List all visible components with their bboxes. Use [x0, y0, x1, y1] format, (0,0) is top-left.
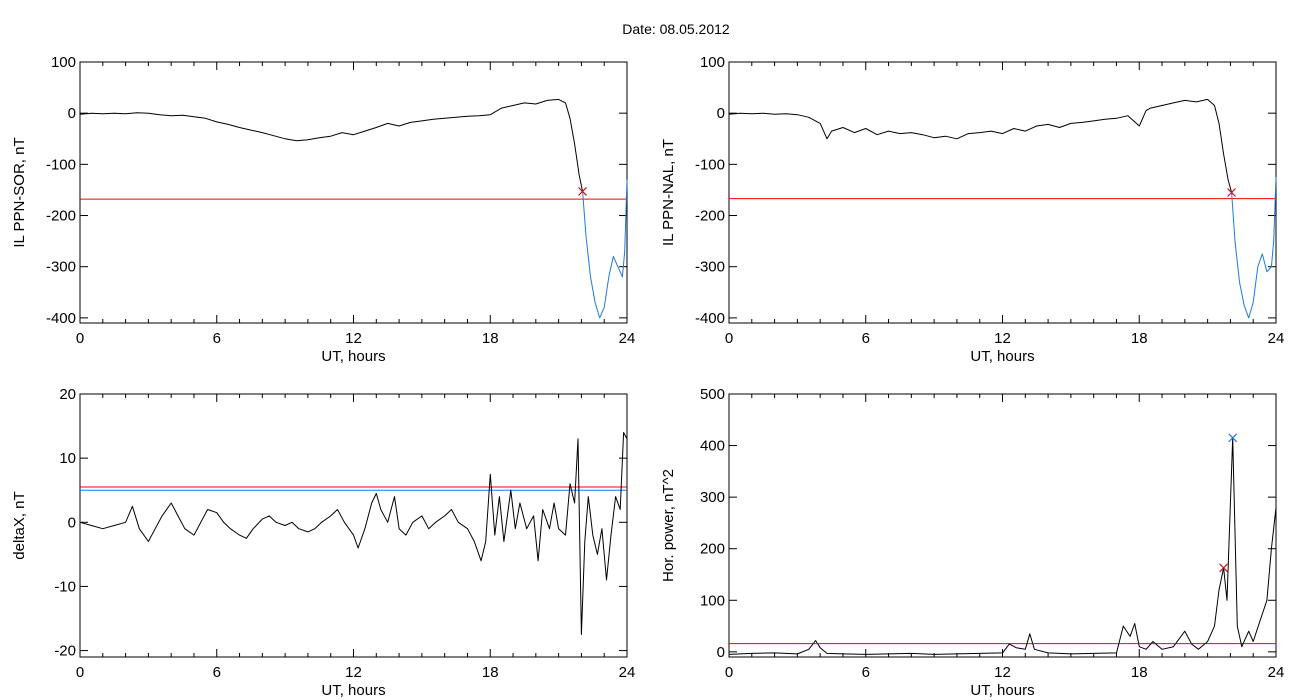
x-axis-label: UT, hours [970, 682, 1034, 699]
y-tick-label: 300 [700, 489, 725, 506]
x-tick-label: 12 [345, 664, 362, 681]
y-tick-label: -400 [46, 310, 76, 327]
x-tick-label: 6 [213, 330, 221, 347]
x-tick-label: 18 [482, 330, 499, 347]
y-tick-label: 10 [59, 450, 76, 467]
x-tick-label: 18 [1131, 664, 1148, 681]
marker-x [1227, 188, 1236, 197]
y-tick-label: 0 [68, 514, 76, 531]
y-tick-label: 20 [59, 386, 76, 403]
x-tick-label: 12 [345, 330, 362, 347]
x-tick-label: 12 [994, 664, 1011, 681]
panel-hor-power: 0 6 12 18 24 500 400 300 200 100 0 UT, hours Hor. po… [660, 386, 1284, 699]
x-tick-label: 0 [725, 664, 733, 681]
x-tick-label: 6 [862, 330, 870, 347]
x-tick-label: 6 [862, 664, 870, 681]
series-line-main [79, 98, 584, 192]
series-line-main [79, 432, 628, 635]
series-line-main [728, 437, 1277, 655]
marker-x [578, 187, 587, 196]
series-line-storm [1231, 177, 1277, 319]
x-tick-label: 18 [482, 664, 499, 681]
y-axis-label: deltaX, nT [11, 491, 28, 559]
x-tick-label: 12 [994, 330, 1011, 347]
y-tick-label: -200 [695, 208, 725, 225]
x-tick-label: 24 [619, 330, 636, 347]
y-tick-label: 100 [700, 592, 725, 609]
x-tick-label: 24 [1268, 664, 1285, 681]
plot-frame [728, 393, 1277, 658]
y-tick-label: -100 [695, 156, 725, 173]
y-tick-label: 100 [51, 54, 76, 71]
y-axis-label: IL PPN-SOR, nT [11, 137, 28, 247]
y-tick-label: 0 [68, 105, 76, 122]
y-tick-label: -300 [46, 259, 76, 276]
y-tick-label: -300 [695, 259, 725, 276]
x-axis-label: UT, hours [970, 348, 1034, 365]
y-tick-label: -10 [54, 578, 76, 595]
x-tick-label: 0 [76, 330, 84, 347]
y-tick-label: 100 [700, 54, 725, 71]
x-tick-label: 24 [1268, 330, 1285, 347]
x-tick-label: 6 [213, 664, 221, 681]
plot-frame [79, 393, 628, 658]
y-tick-label: -200 [46, 208, 76, 225]
y-tick-label: 500 [700, 386, 725, 403]
panel-deltax: 0 6 12 18 24 20 10 0 -10 -20 UT, hours deltaX, nT [11, 386, 635, 699]
y-tick-label: 400 [700, 438, 725, 455]
x-tick-label: 0 [76, 664, 84, 681]
y-tick-label: -400 [695, 310, 725, 327]
y-axis-label: IL PPN-NAL, nT [660, 139, 677, 246]
figure-title: Date: 08.05.2012 [622, 21, 730, 37]
y-tick-label: 0 [717, 105, 725, 122]
marker-x-2 [1228, 433, 1238, 443]
y-axis-label: Hor. power, nT^2 [660, 469, 677, 582]
x-axis-label: UT, hours [321, 682, 385, 699]
y-tick-label: 200 [700, 541, 725, 558]
series-line-storm [582, 179, 628, 319]
x-tick-label: 24 [619, 664, 636, 681]
y-tick-label: -100 [46, 156, 76, 173]
series-line-main [728, 98, 1233, 193]
x-tick-label: 18 [1131, 330, 1148, 347]
marker-x [1219, 563, 1229, 573]
panel-ppn-sor: 0 6 12 18 24 100 0 -100 -200 -300 -400 UT, hours IL … [11, 54, 635, 365]
y-tick-label: 0 [717, 644, 725, 661]
x-axis-label: UT, hours [321, 348, 385, 365]
y-tick-label: -20 [54, 643, 76, 660]
panel-ppn-nal: 0 6 12 18 24 100 0 -100 -200 -300 -400 UT, hours IL … [660, 54, 1284, 365]
x-tick-label: 0 [725, 330, 733, 347]
